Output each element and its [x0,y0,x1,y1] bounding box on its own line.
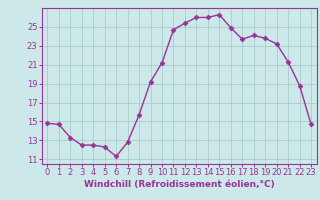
X-axis label: Windchill (Refroidissement éolien,°C): Windchill (Refroidissement éolien,°C) [84,180,275,189]
